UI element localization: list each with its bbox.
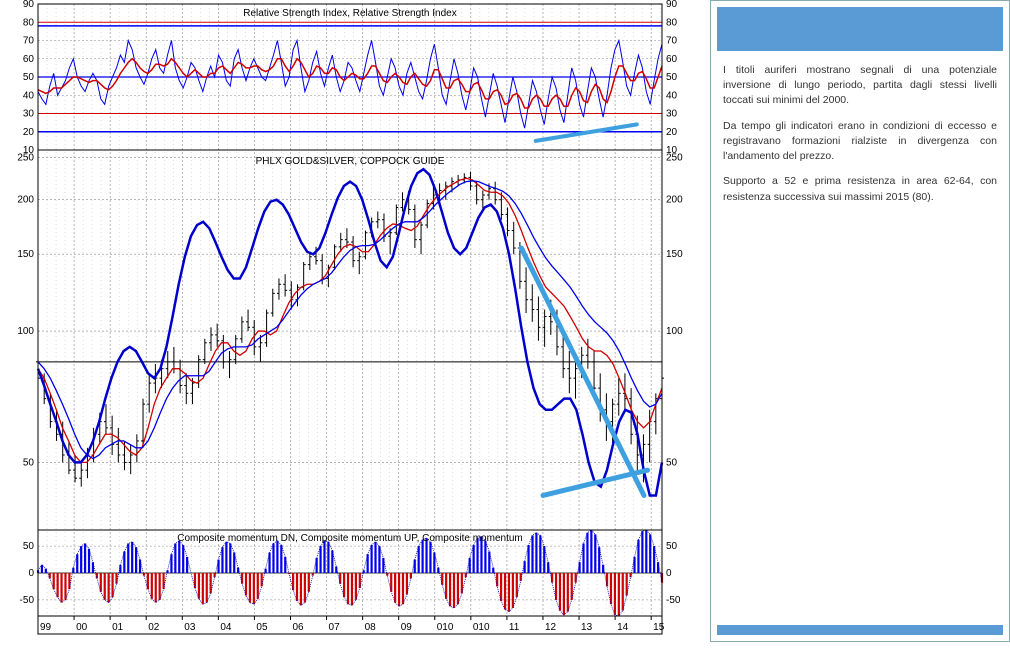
svg-text:50: 50 bbox=[666, 72, 678, 83]
panel-footer-bar bbox=[717, 625, 1003, 635]
svg-text:250: 250 bbox=[17, 152, 34, 163]
svg-text:01: 01 bbox=[112, 622, 124, 633]
svg-text:80: 80 bbox=[23, 17, 35, 28]
commentary-p3: Supporto a 52 e prima resistenza in area… bbox=[723, 174, 997, 204]
svg-text:250: 250 bbox=[666, 152, 683, 163]
svg-text:70: 70 bbox=[666, 36, 678, 47]
svg-text:02: 02 bbox=[148, 622, 160, 633]
commentary-panel: I titoli auriferi mostrano segnali di un… bbox=[710, 0, 1010, 642]
svg-text:50: 50 bbox=[23, 457, 35, 468]
svg-text:60: 60 bbox=[666, 54, 678, 65]
svg-text:-50: -50 bbox=[20, 595, 35, 606]
svg-text:60: 60 bbox=[23, 54, 35, 65]
svg-text:15: 15 bbox=[653, 622, 665, 633]
svg-text:11: 11 bbox=[509, 622, 520, 633]
svg-text:04: 04 bbox=[220, 622, 232, 633]
svg-text:0: 0 bbox=[28, 568, 34, 579]
svg-text:20: 20 bbox=[23, 127, 35, 138]
svg-text:80: 80 bbox=[666, 17, 678, 28]
chart-column: 9900010203040506070809010010111213141510… bbox=[0, 0, 700, 650]
svg-text:50: 50 bbox=[23, 541, 35, 552]
svg-text:150: 150 bbox=[17, 249, 34, 260]
svg-text:08: 08 bbox=[365, 622, 377, 633]
commentary-text: I titoli auriferi mostrano segnali di un… bbox=[711, 57, 1009, 221]
svg-text:PHLX GOLD&SILVER, COPPOCK GUID: PHLX GOLD&SILVER, COPPOCK GUIDE bbox=[256, 156, 445, 167]
svg-text:90: 90 bbox=[666, 0, 678, 10]
svg-text:20: 20 bbox=[666, 127, 678, 138]
svg-text:14: 14 bbox=[617, 622, 629, 633]
svg-text:Relative Strength Index, Relat: Relative Strength Index, Relative Streng… bbox=[243, 8, 456, 19]
svg-text:50: 50 bbox=[23, 72, 35, 83]
svg-text:09: 09 bbox=[401, 622, 413, 633]
svg-text:40: 40 bbox=[666, 90, 678, 101]
svg-text:100: 100 bbox=[17, 326, 34, 337]
svg-text:200: 200 bbox=[666, 195, 683, 206]
svg-text:30: 30 bbox=[23, 109, 35, 120]
svg-text:010: 010 bbox=[437, 622, 454, 633]
svg-text:0: 0 bbox=[666, 568, 672, 579]
svg-text:99: 99 bbox=[40, 622, 52, 633]
svg-text:05: 05 bbox=[256, 622, 268, 633]
commentary-p2: Da tempo gli indicatori erano in condizi… bbox=[723, 119, 997, 165]
svg-text:00: 00 bbox=[76, 622, 88, 633]
svg-text:-50: -50 bbox=[666, 595, 681, 606]
svg-text:150: 150 bbox=[666, 249, 683, 260]
svg-text:50: 50 bbox=[666, 541, 678, 552]
panel-header-bar bbox=[717, 7, 1003, 51]
svg-text:Composite momentum DN, Composi: Composite momentum DN, Composite momentu… bbox=[177, 533, 523, 544]
financial-chart: 9900010203040506070809010010111213141510… bbox=[0, 0, 700, 650]
commentary-p1: I titoli auriferi mostrano segnali di un… bbox=[723, 63, 997, 109]
svg-text:200: 200 bbox=[17, 195, 34, 206]
svg-text:12: 12 bbox=[545, 622, 557, 633]
svg-text:06: 06 bbox=[292, 622, 304, 633]
svg-text:010: 010 bbox=[473, 622, 490, 633]
svg-text:30: 30 bbox=[666, 109, 678, 120]
svg-text:13: 13 bbox=[581, 622, 593, 633]
svg-text:100: 100 bbox=[666, 326, 683, 337]
svg-text:50: 50 bbox=[666, 457, 678, 468]
svg-text:70: 70 bbox=[23, 36, 35, 47]
svg-text:07: 07 bbox=[329, 622, 341, 633]
svg-text:40: 40 bbox=[23, 90, 35, 101]
svg-text:90: 90 bbox=[23, 0, 35, 10]
svg-text:03: 03 bbox=[184, 622, 196, 633]
